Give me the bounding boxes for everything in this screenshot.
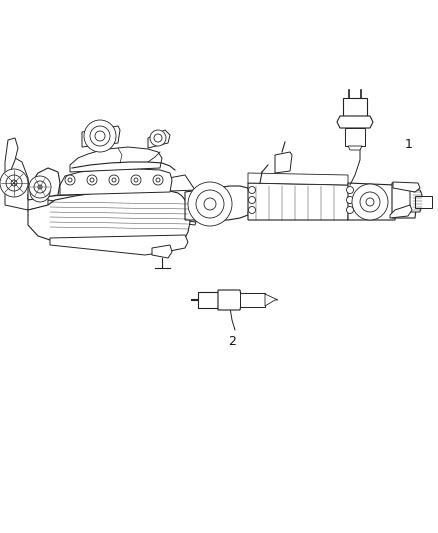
Polygon shape	[343, 98, 367, 116]
Circle shape	[360, 192, 380, 212]
Polygon shape	[415, 196, 432, 208]
Polygon shape	[348, 146, 362, 150]
Polygon shape	[5, 158, 30, 210]
Circle shape	[204, 198, 216, 210]
Polygon shape	[28, 178, 55, 210]
Polygon shape	[393, 182, 420, 192]
Polygon shape	[265, 294, 278, 306]
Polygon shape	[218, 290, 242, 310]
Polygon shape	[410, 190, 422, 212]
Circle shape	[196, 190, 224, 218]
Circle shape	[248, 206, 255, 214]
Circle shape	[346, 187, 353, 193]
Polygon shape	[48, 190, 198, 222]
Polygon shape	[28, 168, 60, 200]
Circle shape	[34, 181, 46, 193]
Polygon shape	[185, 186, 250, 220]
Text: 2: 2	[228, 335, 236, 348]
Polygon shape	[48, 175, 198, 225]
Polygon shape	[152, 245, 172, 258]
Circle shape	[87, 175, 97, 185]
Polygon shape	[337, 116, 373, 128]
Polygon shape	[390, 205, 412, 218]
Circle shape	[29, 176, 51, 198]
Polygon shape	[345, 128, 365, 146]
Polygon shape	[248, 183, 350, 220]
Polygon shape	[70, 147, 162, 172]
Circle shape	[346, 206, 353, 214]
Circle shape	[153, 175, 163, 185]
Circle shape	[11, 180, 17, 186]
Polygon shape	[82, 126, 120, 147]
Circle shape	[84, 120, 116, 152]
Circle shape	[188, 182, 232, 226]
Circle shape	[352, 184, 388, 220]
Circle shape	[156, 178, 160, 182]
Polygon shape	[28, 190, 190, 244]
Polygon shape	[248, 173, 348, 185]
Circle shape	[35, 187, 45, 197]
Polygon shape	[60, 169, 172, 195]
Polygon shape	[198, 292, 218, 308]
Circle shape	[65, 175, 75, 185]
Circle shape	[150, 130, 166, 146]
Polygon shape	[240, 293, 265, 307]
Circle shape	[90, 178, 94, 182]
Circle shape	[30, 182, 50, 202]
Circle shape	[0, 169, 28, 197]
Circle shape	[346, 197, 353, 204]
Circle shape	[366, 198, 374, 206]
Circle shape	[154, 134, 162, 142]
Polygon shape	[348, 183, 398, 220]
Circle shape	[248, 187, 255, 193]
Circle shape	[68, 178, 72, 182]
Polygon shape	[5, 138, 18, 185]
Polygon shape	[148, 130, 170, 148]
Circle shape	[95, 131, 105, 141]
Circle shape	[38, 185, 42, 189]
Circle shape	[112, 178, 116, 182]
Circle shape	[131, 175, 141, 185]
Circle shape	[248, 197, 255, 204]
Polygon shape	[392, 183, 418, 218]
Polygon shape	[50, 235, 188, 255]
Circle shape	[134, 178, 138, 182]
Text: 1: 1	[405, 139, 413, 151]
Polygon shape	[275, 152, 292, 173]
Circle shape	[109, 175, 119, 185]
Circle shape	[90, 126, 110, 146]
Circle shape	[6, 175, 22, 191]
